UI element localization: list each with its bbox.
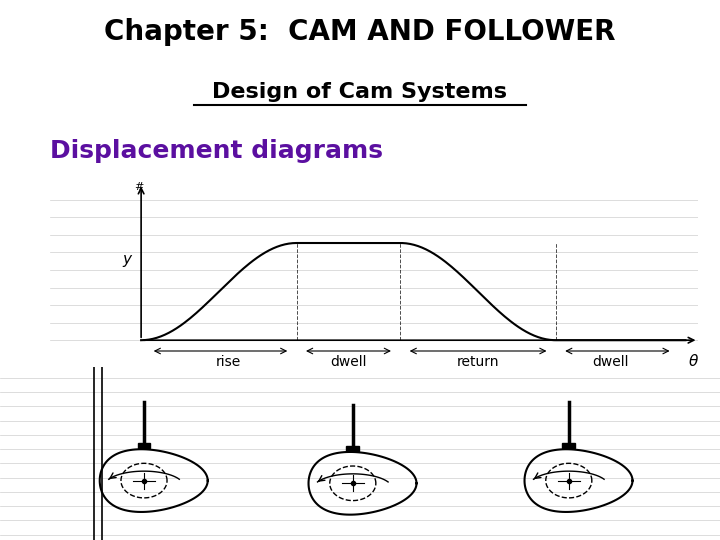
Text: Design of Cam Systems: Design of Cam Systems bbox=[212, 82, 508, 102]
Bar bbox=[562, 443, 575, 448]
Text: dwell: dwell bbox=[593, 355, 629, 369]
Text: y: y bbox=[122, 252, 131, 267]
Text: Chapter 5:  CAM AND FOLLOWER: Chapter 5: CAM AND FOLLOWER bbox=[104, 18, 616, 46]
Text: Design of Cam Systems: Design of Cam Systems bbox=[212, 87, 508, 107]
Text: return: return bbox=[456, 355, 500, 369]
Bar bbox=[346, 446, 359, 451]
Text: #: # bbox=[135, 182, 144, 192]
Text: θ: θ bbox=[688, 354, 698, 369]
Text: Displacement diagrams: Displacement diagrams bbox=[50, 139, 383, 163]
Text: rise: rise bbox=[216, 355, 241, 369]
Bar bbox=[138, 443, 150, 448]
Text: dwell: dwell bbox=[330, 355, 366, 369]
